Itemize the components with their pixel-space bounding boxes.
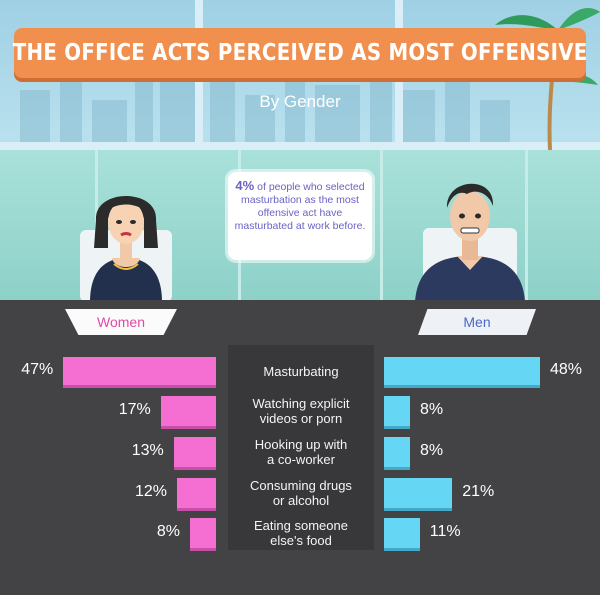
women-value-label: 12%	[134, 483, 167, 500]
wall-panel-line	[525, 150, 528, 300]
women-value-label: 17%	[118, 401, 151, 418]
category-label: Masturbating	[228, 364, 374, 379]
category-label-line: Hooking up with	[254, 437, 348, 452]
men-bar	[384, 437, 410, 470]
callout-text: of people who selected masturbation as t…	[234, 181, 366, 232]
women-value-label: 47%	[21, 361, 54, 378]
men-value-label: 11%	[429, 523, 461, 540]
page-title: THE OFFICE ACTS PERCEIVED AS MOST OFFENS…	[12, 40, 588, 66]
women-bar	[177, 478, 216, 511]
women-bar	[63, 357, 216, 388]
stat-callout: 4% of people who selected masturbation a…	[228, 172, 372, 260]
callout-highlight: 4%	[235, 178, 255, 193]
men-value-label: 8%	[420, 442, 444, 459]
men-value-label: 48%	[550, 361, 583, 378]
category-label: Eating someone else's food	[228, 518, 374, 548]
women-value-label: 13%	[131, 442, 164, 459]
category-label-line: or alcohol	[272, 493, 330, 508]
title-banner: THE OFFICE ACTS PERCEIVED AS MOST OFFENS…	[12, 28, 588, 78]
category-label: Hooking up with a co-worker	[228, 437, 374, 467]
category-label-line: Watching explicit	[252, 396, 350, 411]
window-sill	[0, 142, 600, 150]
women-bar	[173, 437, 216, 470]
woman-illustration	[80, 196, 172, 300]
category-label-line: videos or porn	[259, 411, 343, 426]
men-bar	[384, 518, 420, 551]
men-bar	[384, 478, 453, 511]
category-label: Consuming drugs or alcohol	[228, 478, 374, 508]
women-bar	[190, 518, 216, 551]
women-legend-tab: Women	[65, 309, 177, 335]
men-bar	[384, 357, 540, 388]
women-value-label: 8%	[156, 523, 180, 540]
wall-panel-line	[380, 150, 383, 300]
subtitle: By Gender	[259, 92, 341, 111]
category-label-line: Consuming drugs	[250, 478, 352, 493]
category-label-line: a co-worker	[267, 452, 335, 467]
men-value-label: 21%	[462, 483, 495, 500]
category-label: Watching explicit videos or porn	[228, 396, 374, 426]
men-legend-tab: Men	[418, 309, 536, 335]
category-label-line: Eating someone	[254, 518, 348, 533]
category-panel	[228, 345, 374, 550]
man-illustration	[415, 183, 525, 300]
women-bar	[160, 396, 216, 429]
men-bar	[384, 396, 410, 429]
men-value-label: 8%	[420, 401, 444, 418]
category-label-line: else's food	[270, 533, 332, 548]
category-label-line: Masturbating	[263, 363, 339, 379]
